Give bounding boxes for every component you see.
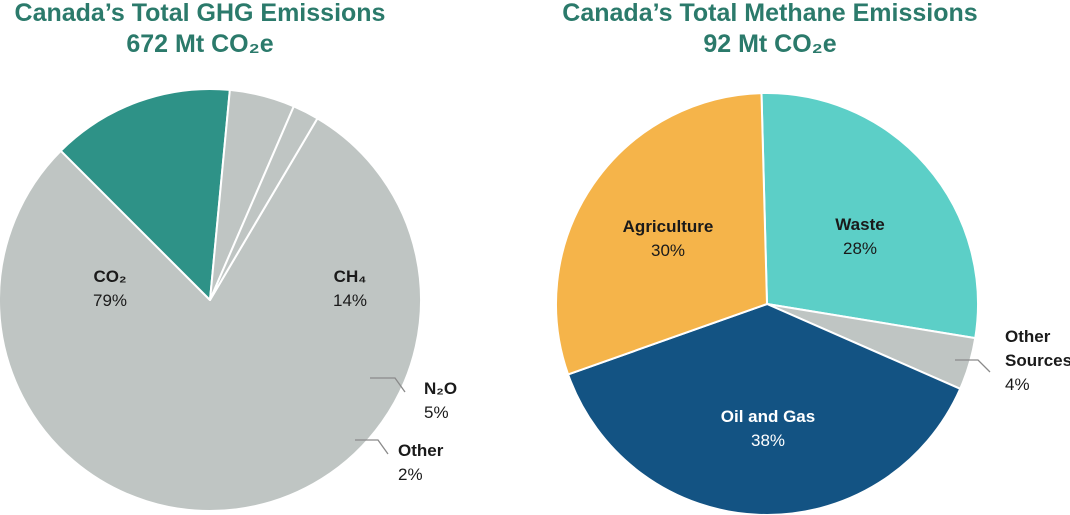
slice-value-agriculture: 30% — [651, 241, 685, 260]
slice-name-other: Other — [398, 441, 444, 460]
leader-line-other — [355, 439, 389, 455]
leader-line-n2o — [370, 377, 406, 393]
slice-value-co2: 79% — [93, 291, 127, 310]
pie-0-slices — [0, 88, 422, 512]
methane-subtitle-text: 92 Mt CO₂e — [703, 30, 837, 58]
slice-name-other_sources-1: Sources — [1005, 351, 1070, 370]
pie-slice-ch4 — [59, 88, 231, 301]
methane-chart-title: Canada’s Total Methane Emissions 92 Mt C… — [560, 0, 980, 60]
slice-value-waste: 28% — [843, 239, 877, 258]
slice-name-co2: CO₂ — [93, 267, 126, 286]
slice-name-ch4: CH₄ — [334, 267, 367, 286]
slice-label-other_sources: Other Sources 4% — [1005, 327, 1070, 394]
slice-name-n2o: N₂O — [424, 379, 457, 398]
slice-value-oil_gas: 38% — [751, 431, 785, 450]
slice-name-waste: Waste — [835, 215, 884, 234]
slice-label-waste: Waste 28% — [835, 215, 884, 258]
pie-slice-agriculture — [554, 92, 768, 376]
slice-name-agriculture: Agriculture — [623, 217, 714, 236]
slice-label-co2: CO₂ 79% — [93, 267, 127, 310]
ghg-chart-title: Canada’s Total GHG Emissions 672 Mt CO₂e — [0, 0, 400, 60]
slice-name-other_sources-0: Other — [1005, 327, 1051, 346]
leader-line-other_sources — [955, 359, 991, 373]
pie-slice-waste — [760, 92, 979, 340]
ghg-subtitle-text: 672 Mt CO₂e — [126, 30, 274, 58]
slice-label-oil_gas: Oil and Gas 38% — [721, 407, 815, 450]
slice-value-ch4: 14% — [333, 291, 367, 310]
ghg-title-text: Canada’s Total GHG Emissions — [14, 0, 386, 27]
pie-slice-other — [209, 105, 319, 301]
pie-slice-co2 — [0, 117, 422, 512]
slice-label-ch4: CH₄ 14% — [333, 267, 367, 310]
slice-value-other_sources: 4% — [1005, 375, 1030, 394]
slice-value-n2o: 5% — [424, 403, 449, 422]
slice-value-other: 2% — [398, 465, 423, 484]
slice-label-other: Other 2% — [398, 441, 444, 484]
slice-label-agriculture: Agriculture 30% — [623, 217, 714, 260]
pie-1-slices — [554, 92, 979, 515]
slice-label-n2o: N₂O 5% — [424, 379, 457, 422]
methane-title-text: Canada’s Total Methane Emissions — [562, 0, 978, 27]
slice-name-oil_gas: Oil and Gas — [721, 407, 815, 426]
